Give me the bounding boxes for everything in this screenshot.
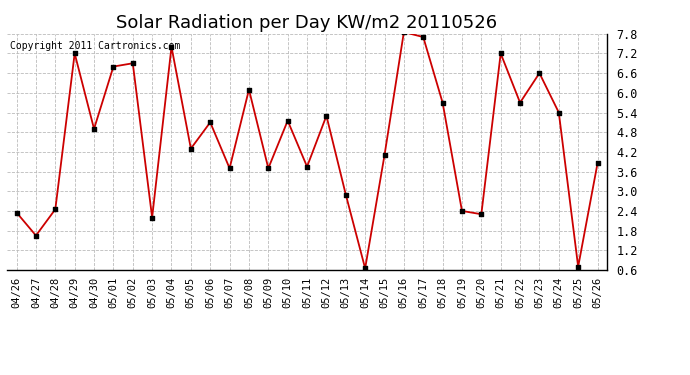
Point (592, 160, 603, 166)
Point (534, 70, 545, 76)
Point (11, 210, 22, 216)
Point (437, 100, 448, 106)
Point (340, 192, 351, 198)
Point (30, 232, 41, 238)
Point (88, 126, 99, 132)
Point (282, 118, 293, 124)
Point (263, 165, 274, 171)
Point (205, 119, 216, 125)
Point (573, 264, 584, 270)
Title: Solar Radiation per Day KW/m2 20110526: Solar Radiation per Day KW/m2 20110526 (117, 14, 497, 32)
Point (108, 63, 119, 70)
Point (244, 87, 255, 93)
Point (166, 44, 177, 50)
Point (50, 206, 61, 212)
Point (321, 113, 332, 119)
Point (224, 165, 235, 171)
Point (302, 164, 313, 170)
Point (127, 60, 138, 66)
Point (379, 152, 390, 158)
Point (146, 214, 157, 220)
Text: Copyright 2011 Cartronics.com: Copyright 2011 Cartronics.com (10, 41, 180, 51)
Point (417, 34, 428, 40)
Point (398, 29, 409, 35)
Point (186, 146, 197, 152)
Point (359, 266, 371, 272)
Point (515, 100, 526, 106)
Point (457, 208, 468, 214)
Point (69, 51, 80, 57)
Point (553, 110, 564, 116)
Point (495, 51, 506, 57)
Point (476, 211, 487, 217)
